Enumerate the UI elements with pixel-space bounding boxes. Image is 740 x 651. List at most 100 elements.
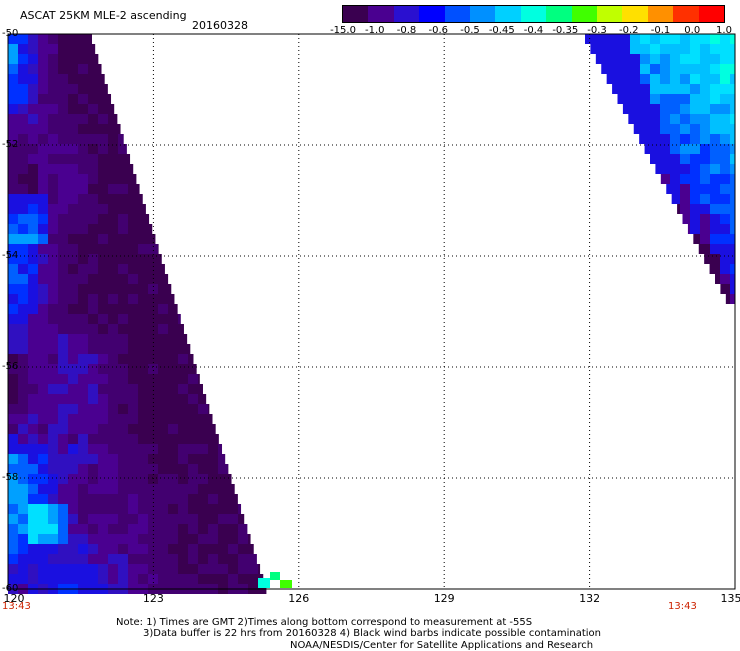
swath-cell	[158, 394, 168, 404]
swath-cell	[68, 334, 78, 344]
swath-cell	[680, 114, 690, 124]
swath-cell	[228, 514, 238, 524]
swath-cell	[228, 494, 238, 504]
swath-cell	[28, 414, 38, 424]
swath-cell	[218, 564, 228, 574]
swath-cell	[108, 564, 118, 574]
swath-cell	[38, 464, 48, 474]
swath-cell	[18, 134, 28, 144]
swath-cell	[280, 580, 292, 588]
swath-cell	[98, 554, 108, 564]
swath-cell	[148, 524, 158, 534]
swath-cell	[178, 414, 188, 424]
swath-cell	[38, 214, 48, 224]
swath-cell	[158, 514, 168, 524]
swath-cell	[730, 274, 735, 284]
swath-cell	[158, 364, 168, 374]
swath-cell	[670, 164, 680, 174]
swath-cell	[188, 384, 198, 394]
swath-cell	[68, 354, 78, 364]
swath-cell	[48, 314, 58, 324]
swath-cell	[118, 294, 128, 304]
swath-cell	[168, 494, 178, 504]
swath-cell	[158, 474, 168, 484]
swath-cell	[168, 504, 178, 514]
swath-cell	[118, 514, 128, 524]
swath-cell	[118, 314, 128, 324]
swath-cell	[178, 394, 188, 404]
swath-cell	[238, 544, 248, 554]
swath-cell	[168, 554, 178, 564]
swath-cell	[88, 84, 98, 94]
swath-cell	[8, 424, 18, 434]
swath-cell	[8, 554, 18, 564]
swath-cell	[98, 394, 108, 404]
swath-cell	[168, 414, 178, 424]
swath-cell	[108, 374, 118, 384]
swath-cell	[138, 444, 148, 454]
swath-cell	[158, 384, 168, 394]
swath-cell	[28, 314, 38, 324]
swath-cell	[148, 424, 158, 434]
swath-cell	[8, 514, 18, 524]
swath-cell	[630, 64, 640, 74]
swath-cell	[48, 384, 58, 394]
swath-cell	[168, 524, 178, 534]
swath-cell	[168, 534, 178, 544]
swath-cell	[158, 524, 168, 534]
swath-cell	[208, 444, 218, 454]
swath-cell	[640, 134, 650, 144]
swath-cell	[38, 524, 48, 534]
swath-cell	[38, 134, 48, 144]
swath-cell	[118, 574, 128, 584]
swath-cell	[38, 34, 48, 44]
swath-cell	[730, 44, 735, 54]
swath-cell	[78, 74, 88, 84]
swath-cell	[178, 374, 188, 384]
swath-cell	[720, 244, 730, 254]
swath-cell	[48, 304, 58, 314]
swath-cell	[88, 214, 98, 224]
swath-cell	[198, 564, 208, 574]
swath-cell	[208, 424, 216, 434]
swath-cell	[198, 414, 208, 424]
swath-cell	[148, 384, 158, 394]
swath-cell	[8, 374, 18, 384]
swath-cell	[680, 124, 690, 134]
swath-cell	[58, 234, 68, 244]
swath-cell	[48, 154, 58, 164]
swath-cell	[38, 314, 48, 324]
swath-cell	[108, 194, 118, 204]
swath-cell	[68, 114, 78, 124]
swath-cell	[680, 104, 690, 114]
swath-cell	[78, 464, 88, 474]
swath-cell	[18, 104, 28, 114]
swath-cell	[68, 404, 78, 414]
swath-cell	[98, 264, 108, 274]
swath-cell	[138, 194, 143, 204]
swath-cell	[48, 34, 58, 44]
swath-cell	[208, 504, 218, 514]
swath-cell	[8, 524, 18, 534]
swath-cell	[78, 434, 88, 444]
swath-cell	[18, 384, 28, 394]
swath-cell	[720, 194, 730, 204]
swath-cell	[158, 264, 165, 274]
swath-cell	[128, 314, 138, 324]
latitude-label: -58	[2, 473, 18, 483]
swath-cell	[218, 534, 228, 544]
swath-cell	[28, 124, 38, 134]
swath-cell	[98, 84, 108, 94]
swath-cell	[108, 314, 118, 324]
swath-cell	[8, 434, 18, 444]
swath-cell	[138, 564, 148, 574]
swath-cell	[138, 394, 148, 404]
swath-cell	[18, 294, 28, 304]
swath-cell	[58, 84, 68, 94]
swath-cell	[38, 424, 48, 434]
swath-cell	[58, 554, 68, 564]
swath-cell	[18, 564, 28, 574]
swath-cell	[108, 214, 118, 224]
swath-cell	[128, 404, 138, 414]
swath-cell	[58, 134, 68, 144]
